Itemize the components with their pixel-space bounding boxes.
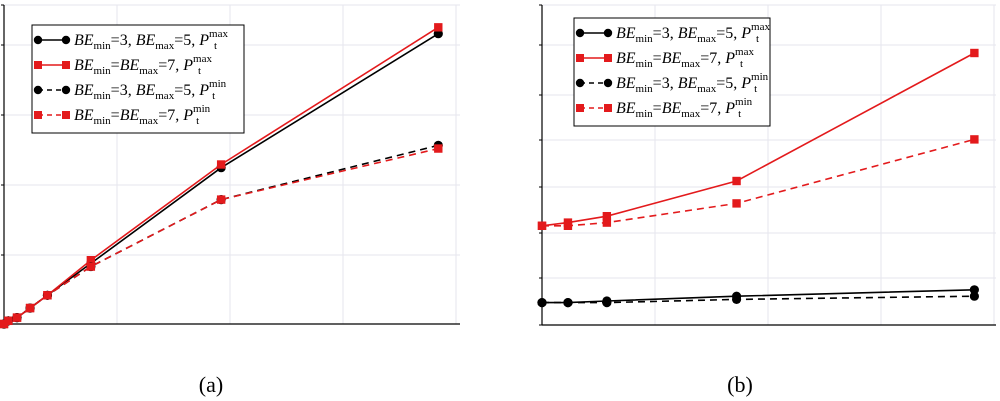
data-point	[537, 298, 547, 308]
data-point	[86, 256, 96, 265]
data-point	[732, 176, 741, 186]
legend-item: BEmin=3, BEmax=5, Pmax t	[575, 21, 770, 45]
panel-caption: (a)	[199, 372, 223, 397]
panel-caption: (b)	[727, 372, 753, 397]
legend-marker	[575, 28, 585, 38]
data-point	[434, 144, 443, 153]
legend-marker	[61, 85, 71, 95]
legend-marker	[61, 35, 71, 45]
legend-marker	[576, 104, 584, 112]
data-point	[12, 313, 22, 322]
data-point	[434, 23, 443, 32]
legend-item: BEmin=3, BEmax=5, Pmax t	[33, 28, 228, 52]
data-point	[0, 319, 9, 329]
legend-marker	[603, 78, 613, 88]
legend-marker	[33, 35, 43, 45]
data-point	[970, 135, 979, 144]
series-4	[537, 135, 979, 230]
legend-label: BEmin=BEmax=7, Pmin t	[616, 96, 753, 120]
legend-marker	[62, 111, 70, 119]
legend-marker	[603, 28, 613, 38]
legend-item: BEmin=BEmax=7, Pmin t	[576, 96, 753, 120]
legend-marker	[33, 85, 43, 95]
data-point	[602, 218, 612, 227]
data-point	[216, 160, 226, 169]
data-point	[731, 294, 742, 304]
data-point	[25, 303, 35, 313]
data-point	[732, 199, 741, 208]
data-point	[4, 316, 13, 326]
data-point	[563, 221, 573, 230]
legend-item: BEmin=3, BEmax=5, Pmin t	[575, 71, 769, 95]
legend-item: BEmin=BEmax=7, Pmax t	[576, 46, 754, 70]
data-point	[970, 48, 979, 58]
legend-marker	[62, 61, 70, 69]
legend-label: BEmin=3, BEmax=5, Pmax t	[74, 28, 228, 52]
data-point	[43, 291, 52, 300]
data-point	[537, 221, 547, 230]
legend-label: BEmin=BEmax=7, Pmax t	[616, 46, 754, 70]
data-point	[602, 212, 612, 221]
legend-marker	[34, 111, 42, 119]
legend-item: BEmin=3, BEmax=5, Pmin t	[33, 78, 227, 102]
legend-marker	[575, 78, 585, 88]
data-point	[563, 298, 573, 308]
data-point	[969, 285, 979, 295]
legend-label: BEmin=3, BEmax=5, Pmax t	[616, 21, 770, 45]
data-point	[216, 195, 226, 204]
data-point	[969, 291, 979, 301]
legend-label: BEmin=BEmax=7, Pmax t	[74, 53, 212, 77]
legend-label: BEmin=BEmax=7, Pmin t	[74, 103, 211, 127]
data-point	[86, 262, 96, 271]
legend-item: BEmin=BEmax=7, Pmin t	[34, 103, 211, 127]
legend-marker	[576, 54, 584, 62]
series-3	[537, 291, 979, 308]
series-line	[3, 147, 439, 325]
legend-item: BEmin=BEmax=7, Pmax t	[34, 53, 212, 77]
legend-label: BEmin=3, BEmax=5, Pmin t	[74, 78, 227, 102]
legend-marker	[34, 61, 42, 69]
legend-marker	[604, 104, 612, 112]
series-4	[0, 144, 443, 329]
legend-label: BEmin=3, BEmax=5, Pmin t	[616, 71, 769, 95]
legend-marker	[604, 54, 612, 62]
data-point	[602, 298, 612, 308]
